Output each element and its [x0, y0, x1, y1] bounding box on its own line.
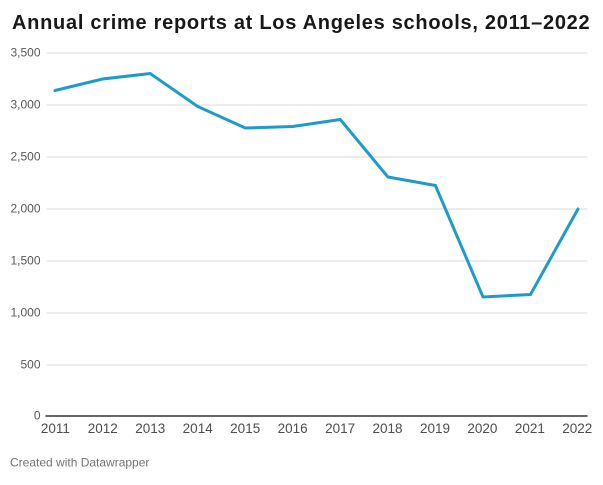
svg-text:Created with Datawrapper: Created with Datawrapper [10, 456, 149, 470]
svg-text:0: 0 [34, 409, 41, 423]
svg-text:1,500: 1,500 [10, 254, 40, 268]
svg-text:2020: 2020 [467, 421, 497, 436]
svg-text:3,000: 3,000 [10, 98, 40, 112]
svg-text:3,500: 3,500 [10, 46, 40, 60]
svg-text:500: 500 [20, 358, 40, 372]
svg-text:2019: 2019 [420, 421, 450, 436]
svg-text:2012: 2012 [88, 421, 118, 436]
svg-text:2014: 2014 [183, 421, 214, 436]
svg-text:2018: 2018 [372, 421, 402, 436]
svg-text:2,500: 2,500 [10, 150, 40, 164]
svg-text:1,000: 1,000 [10, 306, 40, 320]
svg-text:Annual crime reports at Los An: Annual crime reports at Los Angeles scho… [12, 12, 590, 34]
svg-text:2011: 2011 [41, 421, 70, 436]
svg-text:2022: 2022 [562, 421, 592, 436]
svg-text:2015: 2015 [230, 421, 260, 436]
svg-text:2017: 2017 [325, 421, 355, 436]
svg-text:2021: 2021 [515, 421, 545, 436]
svg-text:2013: 2013 [135, 421, 165, 436]
svg-text:2,000: 2,000 [10, 202, 40, 216]
svg-text:2016: 2016 [278, 421, 308, 436]
